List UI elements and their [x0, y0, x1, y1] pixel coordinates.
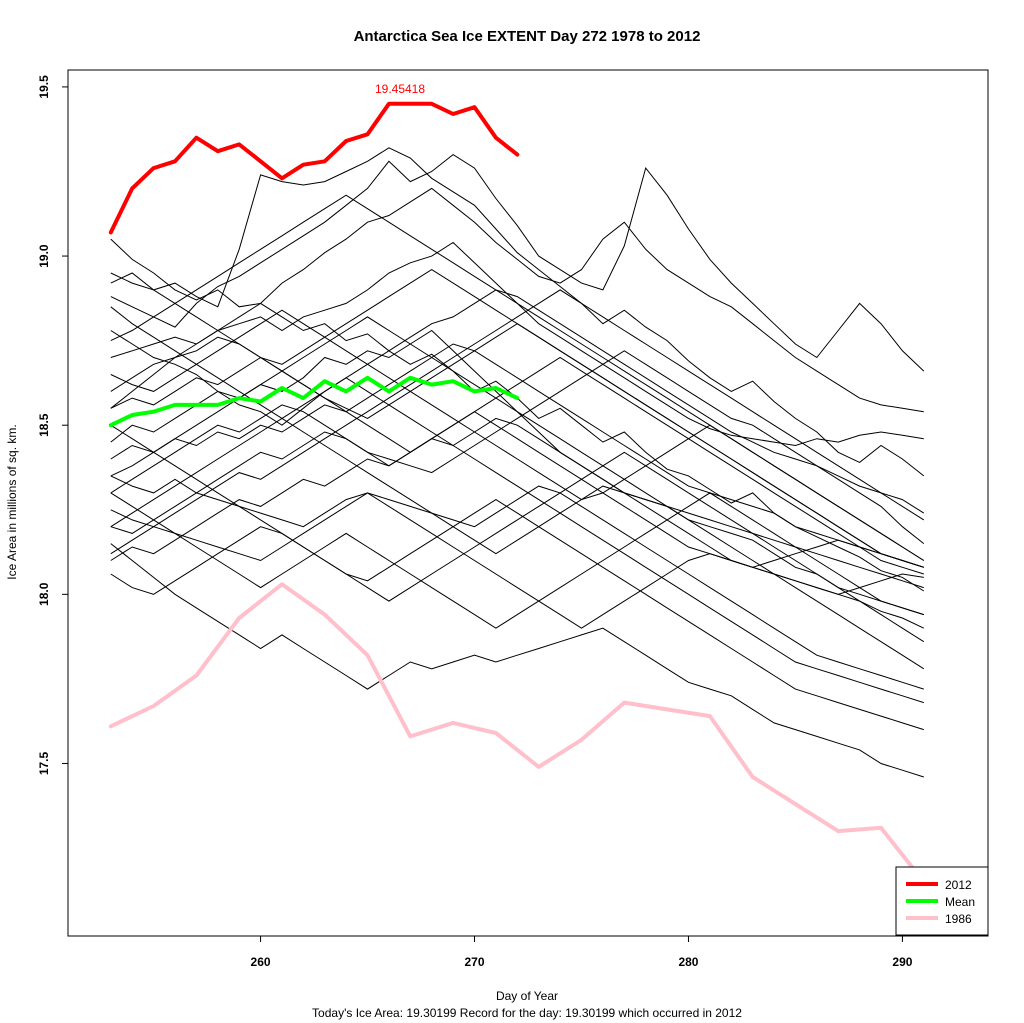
chart-title: Antarctica Sea Ice EXTENT Day 272 1978 t…	[354, 28, 701, 45]
series-line-1986	[108, 582, 926, 884]
series-line-year-25	[110, 269, 924, 568]
series-line-2012	[108, 101, 520, 235]
background-year-series	[110, 147, 925, 778]
series-line-year-24	[110, 377, 924, 704]
plot-frame	[67, 69, 989, 937]
series-line-year-12	[110, 499, 924, 731]
series-line-year-6	[110, 289, 925, 514]
legend-label-1986: 1986	[945, 912, 972, 926]
x-tick-label: 280	[678, 955, 698, 969]
x-axis-label: Day of Year	[496, 989, 558, 1003]
series-line-year-10	[110, 350, 925, 544]
x-tick-label: 290	[892, 955, 912, 969]
series-line-year-26	[110, 316, 925, 670]
series-line-year-15	[110, 485, 924, 690]
y-tick-label: 18.0	[37, 582, 51, 606]
y-tick-label: 19.0	[37, 244, 51, 268]
y-tick-label: 17.5	[37, 751, 51, 775]
series-line-year-16	[110, 306, 924, 589]
y-axis: 17.5 18.0 18.5 19.0 19.5	[37, 75, 68, 775]
series-line-year-17	[110, 343, 924, 568]
series-line-year-2	[110, 147, 925, 477]
y-tick-label: 18.5	[37, 413, 51, 437]
y-axis-label: Ice Area in millions of sq. km.	[5, 424, 19, 579]
peak-value-label: 19.45418	[375, 82, 425, 96]
series-line-year-3	[110, 153, 925, 372]
x-axis: 260 270 280 290	[251, 936, 913, 969]
series-line-year-20	[110, 289, 925, 555]
series-line-year-4	[110, 187, 924, 413]
legend-label-2012: 2012	[945, 878, 972, 892]
series-line-year-19	[110, 424, 925, 643]
highlighted-series	[108, 101, 926, 884]
x-tick-label: 260	[251, 955, 271, 969]
legend-label-mean: Mean	[945, 895, 975, 909]
series-line-year-11	[110, 417, 924, 595]
series-line-year-21	[110, 492, 924, 629]
series-line-mean	[108, 375, 520, 428]
series-line-year-23	[110, 194, 925, 561]
x-tick-label: 270	[464, 955, 484, 969]
footer-status-text: Today's Ice Area: 19.30199 Record for th…	[312, 1006, 742, 1020]
legend: 2012 Mean 1986	[895, 866, 989, 936]
y-tick-label: 19.5	[37, 75, 51, 99]
series-line-year-22	[110, 272, 924, 575]
series-line-year-13	[110, 543, 924, 778]
